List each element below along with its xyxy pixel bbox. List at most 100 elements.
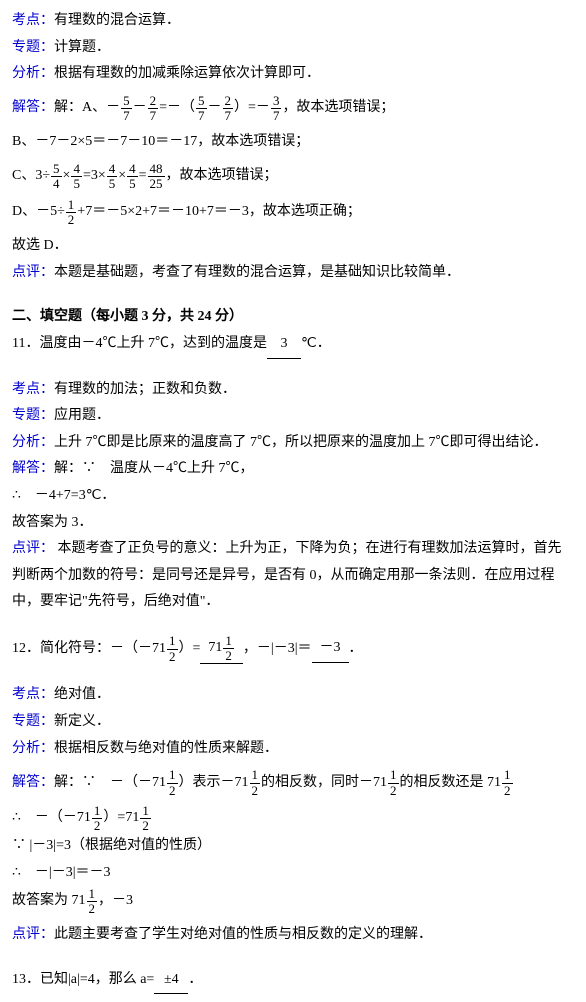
kd-text: 有理数的混合运算．: [54, 8, 180, 35]
text: 解：∵ 温度从－4℃上升 7℃，: [54, 456, 254, 483]
q11-stem: 11．温度由－4℃上升 7℃，达到的温度是 3 ℃．: [12, 331, 574, 359]
text: 解：A、: [54, 95, 106, 122]
jd-label: 解答：: [12, 456, 54, 483]
fraction: 12: [388, 768, 399, 798]
zt-label: 专题：: [12, 403, 54, 430]
q11-jieda-1: 解答： 解：∵ 温度从－4℃上升 7℃，: [12, 456, 574, 483]
text: －: [106, 95, 120, 122]
q12-jieda-2: ∴ －（－71 12 ）=71 12: [12, 804, 574, 834]
q11-fenxi: 分析： 上升 7℃即是比原来的温度高了 7℃，所以把原来的温度加上 7℃即可得出…: [12, 430, 574, 457]
q10-fenxi: 分析： 根据有理数的加减乘除运算依次计算即可．: [12, 61, 574, 88]
dp-label: 点评：: [12, 922, 54, 949]
q10-option-c: C、3÷ 54 × 45 =3× 45 × 45 = 4825 ，故本选项错误；: [12, 162, 574, 192]
fraction: 12: [167, 634, 178, 664]
fraction: 12: [502, 768, 513, 798]
kd-label: 考点：: [12, 8, 54, 35]
q11-dianping: 点评： 本题考查了正负号的意义：上升为正，下降为负；在进行有理数加法运算时，首先…: [12, 536, 574, 616]
q12-blank-1: 71 12: [200, 634, 243, 665]
jd-label: 解答：: [12, 770, 54, 797]
zt-label: 专题：: [12, 709, 54, 736]
fraction: 12: [167, 768, 178, 798]
q11-jieda-2: ∴ －4+7=3℃．: [12, 483, 574, 510]
fraction: 4825: [148, 162, 165, 192]
dp-label: 点评：: [12, 541, 54, 556]
fraction: 12: [250, 768, 261, 798]
q12-jieda-1: 解答： 解：∵ －（－71 12 ）表示－71 12 的相反数，同时－71 12…: [12, 768, 574, 798]
q10-option-d: D、－5÷ 12 +7＝－5×2+7＝－10+7＝－3，故本选项正确；: [12, 198, 574, 228]
q12-jieda-4: ∴ －|－3|＝－3: [12, 860, 574, 887]
text: －: [208, 95, 222, 122]
q12-jieda-5: 故答案为 71 12 ，－3: [12, 887, 574, 917]
text: －: [133, 95, 147, 122]
fraction: 27: [223, 94, 234, 124]
text: ．: [188, 967, 202, 994]
text: ∴ －（－71: [12, 805, 91, 832]
q12-stem: 12．简化符号：－（－71 12 ）= 71 12 ，－|－3|＝ －3 ．: [12, 634, 574, 665]
q13-blank: ±4: [154, 967, 188, 995]
zt-text: 新定义．: [54, 709, 110, 736]
q12-fenxi: 分析： 根据相反数与绝对值的性质来解题．: [12, 736, 574, 763]
dp-text: 本题考查了正负号的意义：上升为正，下降为负；在进行有理数加法运算时，首先判断两个…: [12, 541, 562, 609]
q11-blank: 3: [267, 331, 301, 359]
q11-kaodian: 考点： 有理数的加法；正数和负数．: [12, 377, 574, 404]
text: 故答案为 71: [12, 888, 86, 915]
fraction: 12: [87, 887, 98, 917]
text: 12．简化符号：－（－71: [12, 636, 166, 663]
section-2-title: 二、填空题（每小题 3 分，共 24 分）: [12, 304, 574, 331]
q13-stem: 13．已知|a|=4，那么 a= ±4 ．: [12, 967, 574, 995]
fraction: 45: [127, 162, 138, 192]
fraction: 37: [271, 94, 282, 124]
fraction: 45: [71, 162, 82, 192]
text: ×: [63, 163, 71, 190]
q12-jieda-3: ∵ |－3|=3（根据绝对值的性质）: [12, 833, 574, 860]
text: ）表示－71: [179, 770, 249, 797]
q10-zhuanti: 专题： 计算题．: [12, 35, 574, 62]
kd-text: 有理数的加法；正数和负数．: [54, 377, 236, 404]
dp-text: 本题是基础题，考查了有理数的混合运算，是基础知识比较简单．: [54, 260, 460, 287]
text: C、3÷: [12, 163, 50, 190]
q12-zhuanti: 专题： 新定义．: [12, 709, 574, 736]
fraction: 12: [140, 804, 151, 834]
q11-jieda-3: 故答案为 3．: [12, 510, 574, 537]
q10-kaodian: 考点： 有理数的混合运算．: [12, 8, 574, 35]
text: ）=: [179, 636, 201, 663]
text: 13．已知|a|=4，那么 a=: [12, 967, 154, 994]
fx-label: 分析：: [12, 61, 54, 88]
text: =: [139, 163, 147, 190]
dp-text: 此题主要考查了学生对绝对值的性质与相反数的定义的理解．: [54, 922, 432, 949]
text: ．: [349, 636, 363, 663]
text: ，－|－3|＝: [243, 636, 312, 663]
text: ，故本选项错误；: [282, 95, 394, 122]
kd-label: 考点：: [12, 682, 54, 709]
fraction: 27: [148, 94, 159, 124]
fx-label: 分析：: [12, 430, 54, 457]
q12-dianping: 点评： 此题主要考查了学生对绝对值的性质与相反数的定义的理解．: [12, 922, 574, 949]
fraction: 12: [66, 198, 77, 228]
text: ）=－: [234, 95, 270, 122]
text: ，故本选项错误；: [166, 163, 278, 190]
text: D、－5÷: [12, 199, 65, 226]
zt-text: 计算题．: [54, 35, 110, 62]
fx-text: 根据相反数与绝对值的性质来解题．: [54, 736, 278, 763]
fraction: 57: [196, 94, 207, 124]
q12-blank-2: －3: [312, 635, 349, 663]
zt-label: 专题：: [12, 35, 54, 62]
text: ，－3: [98, 888, 133, 915]
kd-text: 绝对值．: [54, 682, 110, 709]
q11-zhuanti: 专题： 应用题．: [12, 403, 574, 430]
fraction: 45: [107, 162, 118, 192]
kd-label: 考点：: [12, 377, 54, 404]
q12-kaodian: 考点： 绝对值．: [12, 682, 574, 709]
fx-label: 分析：: [12, 736, 54, 763]
text: 解：∵ －（－71: [54, 770, 166, 797]
text: +7＝－5×2+7＝－10+7＝－3，故本选项正确；: [77, 199, 361, 226]
fraction: 54: [51, 162, 62, 192]
text: 的相反数还是 71: [400, 770, 502, 797]
dp-label: 点评：: [12, 260, 54, 287]
fraction: 12: [92, 804, 103, 834]
text: ℃．: [301, 331, 331, 358]
q10-dianping: 点评： 本题是基础题，考查了有理数的混合运算，是基础知识比较简单．: [12, 260, 574, 287]
text: 11．温度由－4℃上升 7℃，达到的温度是: [12, 331, 267, 358]
q10-option-a: 解答： 解：A、 － 57 － 27 =－（ 57 － 27 ）=－ 37 ，故…: [12, 94, 574, 124]
zt-text: 应用题．: [54, 403, 110, 430]
